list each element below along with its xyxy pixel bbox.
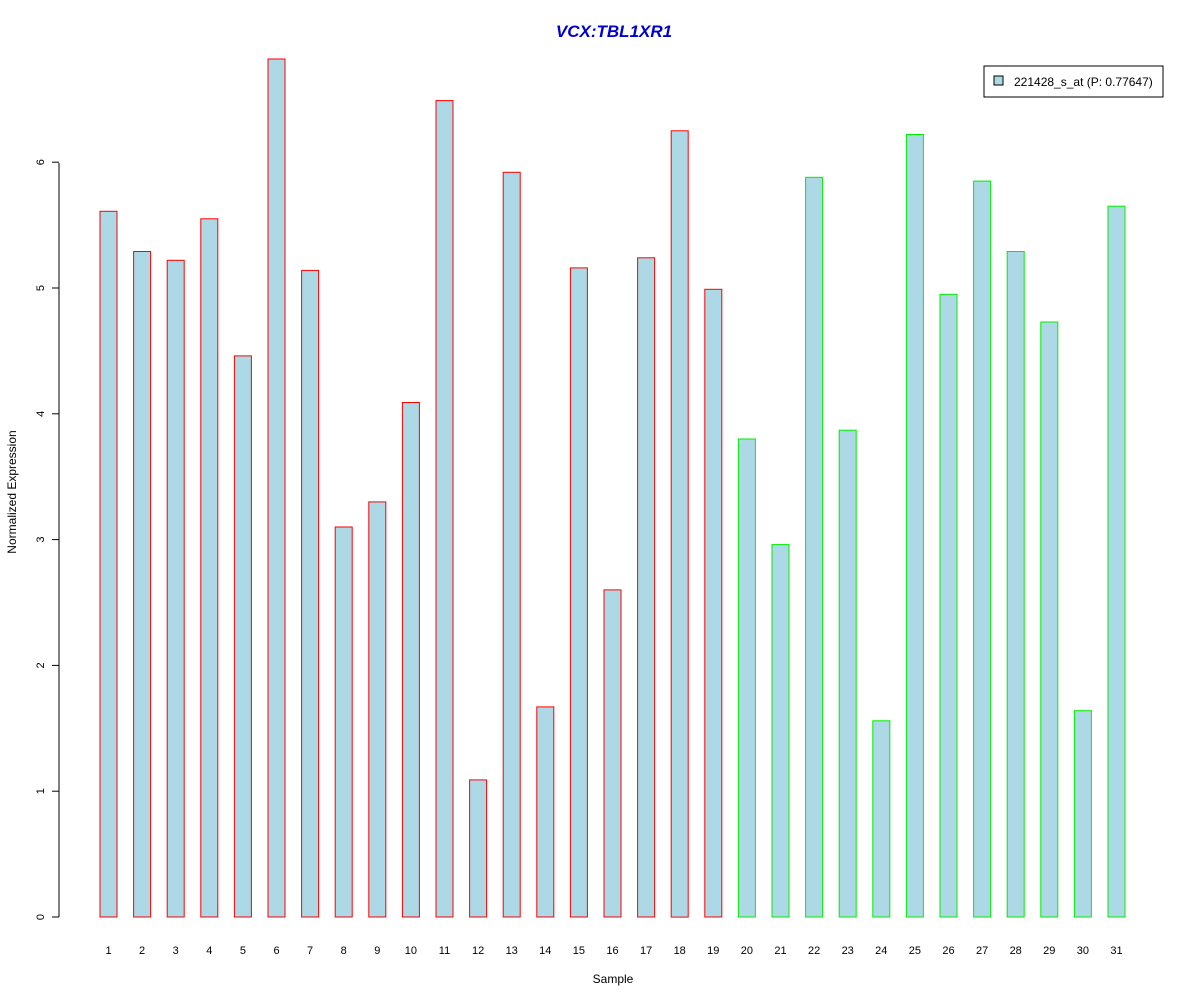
x-tick-label: 18	[674, 945, 686, 957]
bar-sample-1	[99, 210, 118, 918]
x-tick-labels: 1 2 3 4 5 6 7 8 9 10 11 12 13 14 15 16 17 18 19 20 21 22 23 24 2…	[105, 945, 1122, 957]
bar-sample-11	[435, 100, 454, 918]
bar-sample-19	[704, 288, 723, 918]
bar-sample-26	[939, 293, 958, 918]
x-tick-label: 26	[942, 945, 954, 957]
bar-sample-28	[1006, 251, 1025, 918]
x-tick-label: 24	[875, 945, 887, 957]
bar-sample-22	[805, 176, 824, 918]
bar-sample-20	[737, 438, 756, 918]
bar-sample-6	[267, 58, 286, 918]
chart-title: VCX:TBL1XR1	[556, 22, 672, 41]
x-tick-label: 15	[573, 945, 585, 957]
x-tick-label: 2	[139, 945, 145, 957]
y-tick-label: 3	[35, 537, 47, 543]
bar-sample-15	[569, 267, 588, 918]
y-tick-labels: 0 1 2 3 4 5 6	[35, 159, 59, 920]
bars-group	[99, 58, 1126, 918]
x-tick-label: 17	[640, 945, 652, 957]
bar-sample-29	[1040, 321, 1059, 918]
x-tick-label: 5	[240, 945, 246, 957]
y-tick-label: 2	[35, 662, 47, 668]
x-tick-label: 7	[307, 945, 313, 957]
bar-sample-10	[401, 402, 420, 918]
x-tick-label: 23	[842, 945, 854, 957]
bar-sample-16	[603, 589, 622, 918]
bar-sample-9	[368, 501, 387, 918]
bar-sample-13	[502, 171, 521, 918]
x-tick-label: 10	[405, 945, 417, 957]
x-tick-label: 4	[206, 945, 212, 957]
bar-sample-14	[536, 706, 555, 918]
bar-sample-24	[872, 720, 891, 918]
bar-sample-4	[200, 218, 219, 918]
bar-sample-31	[1107, 205, 1126, 918]
bar-sample-7	[301, 269, 320, 918]
x-tick-label: 13	[506, 945, 518, 957]
legend-label: 221428_s_at (P: 0.77647)	[1014, 75, 1153, 89]
bar-sample-17	[637, 257, 656, 918]
x-axis-label: Sample	[593, 972, 634, 986]
x-tick-label: 19	[707, 945, 719, 957]
bar-sample-12	[469, 779, 488, 918]
x-tick-label: 8	[341, 945, 347, 957]
x-tick-label: 30	[1077, 945, 1089, 957]
x-tick-label: 29	[1043, 945, 1055, 957]
legend-swatch	[993, 75, 1004, 86]
x-tick-label: 21	[774, 945, 786, 957]
x-tick-label: 16	[606, 945, 618, 957]
x-tick-label: 31	[1110, 945, 1122, 957]
bar-sample-30	[1073, 710, 1092, 918]
bar-sample-2	[133, 251, 152, 918]
x-tick-label: 22	[808, 945, 820, 957]
y-tick-label: 1	[35, 788, 47, 794]
bar-sample-8	[334, 526, 353, 918]
x-tick-label: 28	[1010, 945, 1022, 957]
y-tick-label: 4	[35, 411, 47, 417]
bar-sample-5	[233, 355, 252, 918]
y-axis-label: Normalized Expression	[5, 430, 19, 553]
x-tick-label: 20	[741, 945, 753, 957]
y-tick-label: 5	[35, 285, 47, 291]
bar-sample-18	[670, 130, 689, 918]
bar-sample-21	[771, 544, 790, 918]
x-tick-label: 27	[976, 945, 988, 957]
bar-sample-25	[905, 134, 924, 918]
x-tick-label: 14	[539, 945, 551, 957]
x-tick-label: 6	[273, 945, 279, 957]
bar-sample-3	[166, 259, 185, 918]
bar-sample-23	[838, 429, 857, 918]
x-tick-label: 25	[909, 945, 921, 957]
x-tick-label: 9	[374, 945, 380, 957]
y-tick-label: 0	[35, 914, 47, 920]
x-tick-label: 12	[472, 945, 484, 957]
x-tick-label: 1	[105, 945, 111, 957]
x-tick-label: 11	[439, 945, 450, 957]
legend: 221428_s_at (P: 0.77647)	[983, 65, 1164, 98]
y-tick-label: 6	[35, 159, 47, 165]
bar-sample-27	[973, 180, 992, 918]
legend-box	[983, 65, 1164, 98]
x-tick-label: 3	[173, 945, 179, 957]
